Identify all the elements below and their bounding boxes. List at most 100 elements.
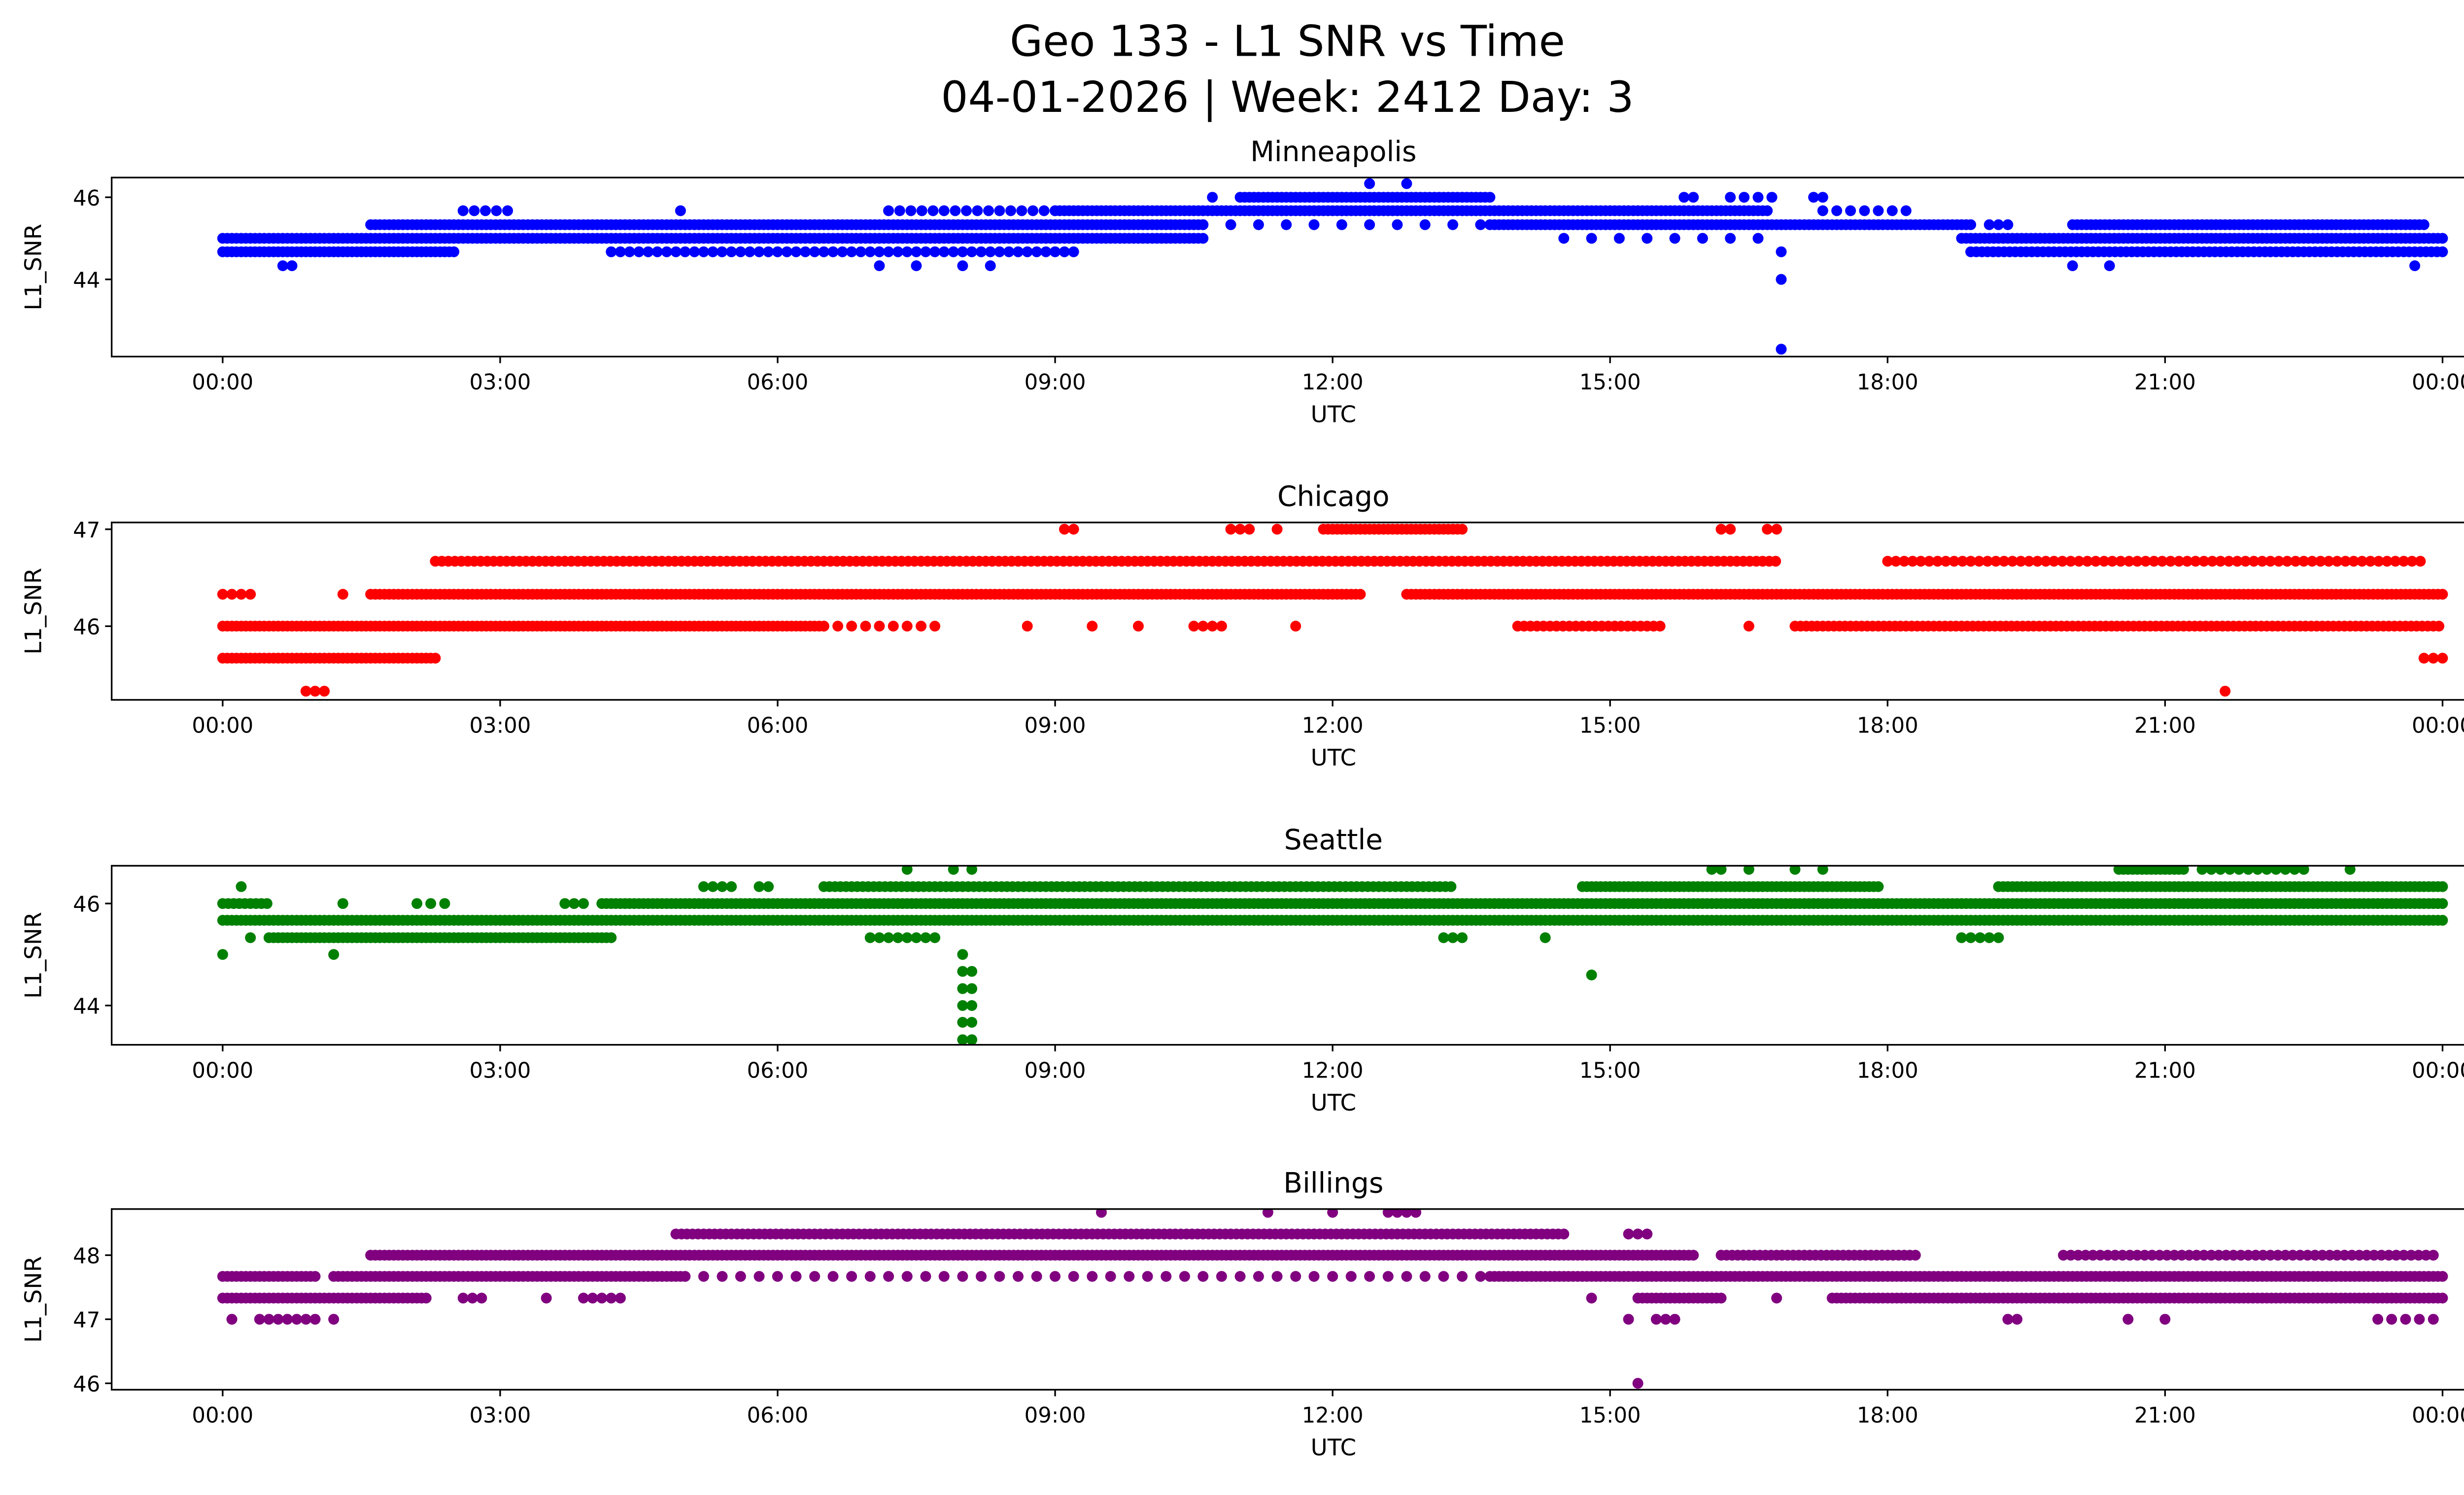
data-point [2012, 1314, 2023, 1325]
data-point [1049, 246, 1061, 257]
data-point [1475, 219, 1486, 230]
data-point [846, 246, 857, 257]
data-point [1776, 246, 1787, 257]
data-point [1161, 1271, 1172, 1282]
data-point [2224, 866, 2235, 875]
data-point [578, 898, 589, 909]
data-point [2123, 556, 2135, 567]
data-point [1475, 1271, 1486, 1282]
data-point [1027, 205, 1038, 216]
y-tick-label: 46 [73, 615, 100, 640]
data-point [1457, 932, 1468, 943]
data-point [651, 246, 663, 257]
data-point [1632, 1378, 1643, 1389]
data-point [916, 621, 927, 632]
data-point [1715, 866, 1727, 875]
data-point [1355, 589, 1366, 600]
data-point [328, 1314, 340, 1325]
data-point [2433, 621, 2445, 632]
data-point [1776, 274, 1787, 285]
x-tick-label: 18:00 [1857, 370, 1918, 395]
data-point [1697, 233, 1708, 244]
data-point [1859, 205, 1870, 216]
data-point [1392, 1209, 1403, 1218]
data-point [1993, 932, 2004, 943]
data-point [1752, 233, 1764, 244]
data-point [1642, 233, 1653, 244]
data-point [624, 246, 635, 257]
data-point [2115, 556, 2126, 567]
y-axis-label: L1_SNR [20, 1256, 47, 1343]
data-point [541, 1292, 552, 1304]
data-point [1817, 192, 1828, 203]
data-point [217, 949, 228, 960]
x-tick-label: 00:00 [2412, 714, 2464, 738]
data-point [966, 983, 978, 994]
data-point [983, 205, 994, 216]
data-points [217, 523, 2448, 697]
x-tick-label: 00:00 [192, 1403, 253, 1428]
x-axis-label: UTC [1311, 1435, 1356, 1461]
data-point [2146, 1250, 2157, 1261]
subplot-title: Seattle [1284, 824, 1383, 856]
data-point [2122, 1314, 2134, 1325]
x-tick-label: 03:00 [470, 1058, 531, 1083]
data-point [2040, 556, 2052, 567]
data-point [596, 1292, 608, 1304]
data-point [1725, 523, 1736, 535]
data-point [1932, 556, 1943, 567]
data-point [1401, 1209, 1412, 1218]
data-point [217, 589, 228, 600]
data-point [2207, 556, 2218, 567]
data-point [1688, 192, 1699, 203]
data-point [1244, 523, 1255, 535]
data-point [606, 932, 617, 943]
data-point [1771, 523, 1782, 535]
subplot-title: Minneapolis [1250, 136, 1416, 168]
data-point [1586, 970, 1597, 981]
data-point [1957, 556, 1968, 567]
data-point [1982, 556, 1993, 567]
data-point [1965, 932, 1977, 943]
data-point [707, 246, 719, 257]
data-point [2418, 219, 2430, 230]
data-point [957, 246, 968, 257]
data-point [1005, 205, 1017, 216]
data-point [1586, 233, 1597, 244]
data-point [1831, 205, 1843, 216]
data-point [1660, 1314, 1671, 1325]
x-tick-label: 00:00 [2412, 370, 2464, 395]
data-point [1940, 556, 1951, 567]
data-point [2437, 589, 2448, 600]
data-point [1271, 523, 1283, 535]
data-point [735, 246, 746, 257]
data-point [2315, 556, 2326, 567]
data-point [1899, 556, 1910, 567]
data-point [2437, 1292, 2448, 1304]
data-point [1132, 621, 1144, 632]
data-point [2273, 556, 2285, 567]
data-point [1179, 1271, 1190, 1282]
data-point [1457, 523, 1468, 535]
figure-title-line2: 04-01-2026 | Week: 2412 Day: 3 [941, 73, 1634, 123]
x-tick-label: 21:00 [2134, 1403, 2196, 1428]
data-points [217, 866, 2448, 1045]
data-point [1327, 1209, 1338, 1218]
data-point [2007, 556, 2018, 567]
data-point [1438, 1271, 1449, 1282]
data-point [938, 205, 950, 216]
data-point [254, 1314, 265, 1325]
data-point [2437, 915, 2448, 926]
data-point [2398, 556, 2409, 567]
data-point [689, 246, 700, 257]
data-point [2215, 866, 2226, 875]
data-point [846, 1271, 857, 1282]
data-point [236, 589, 247, 600]
data-point [2331, 556, 2343, 567]
data-point [717, 881, 728, 892]
data-point [1234, 1271, 1246, 1282]
data-point [1095, 1209, 1107, 1218]
data-point [1234, 523, 1246, 535]
data-point [837, 246, 848, 257]
data-point [874, 932, 885, 943]
